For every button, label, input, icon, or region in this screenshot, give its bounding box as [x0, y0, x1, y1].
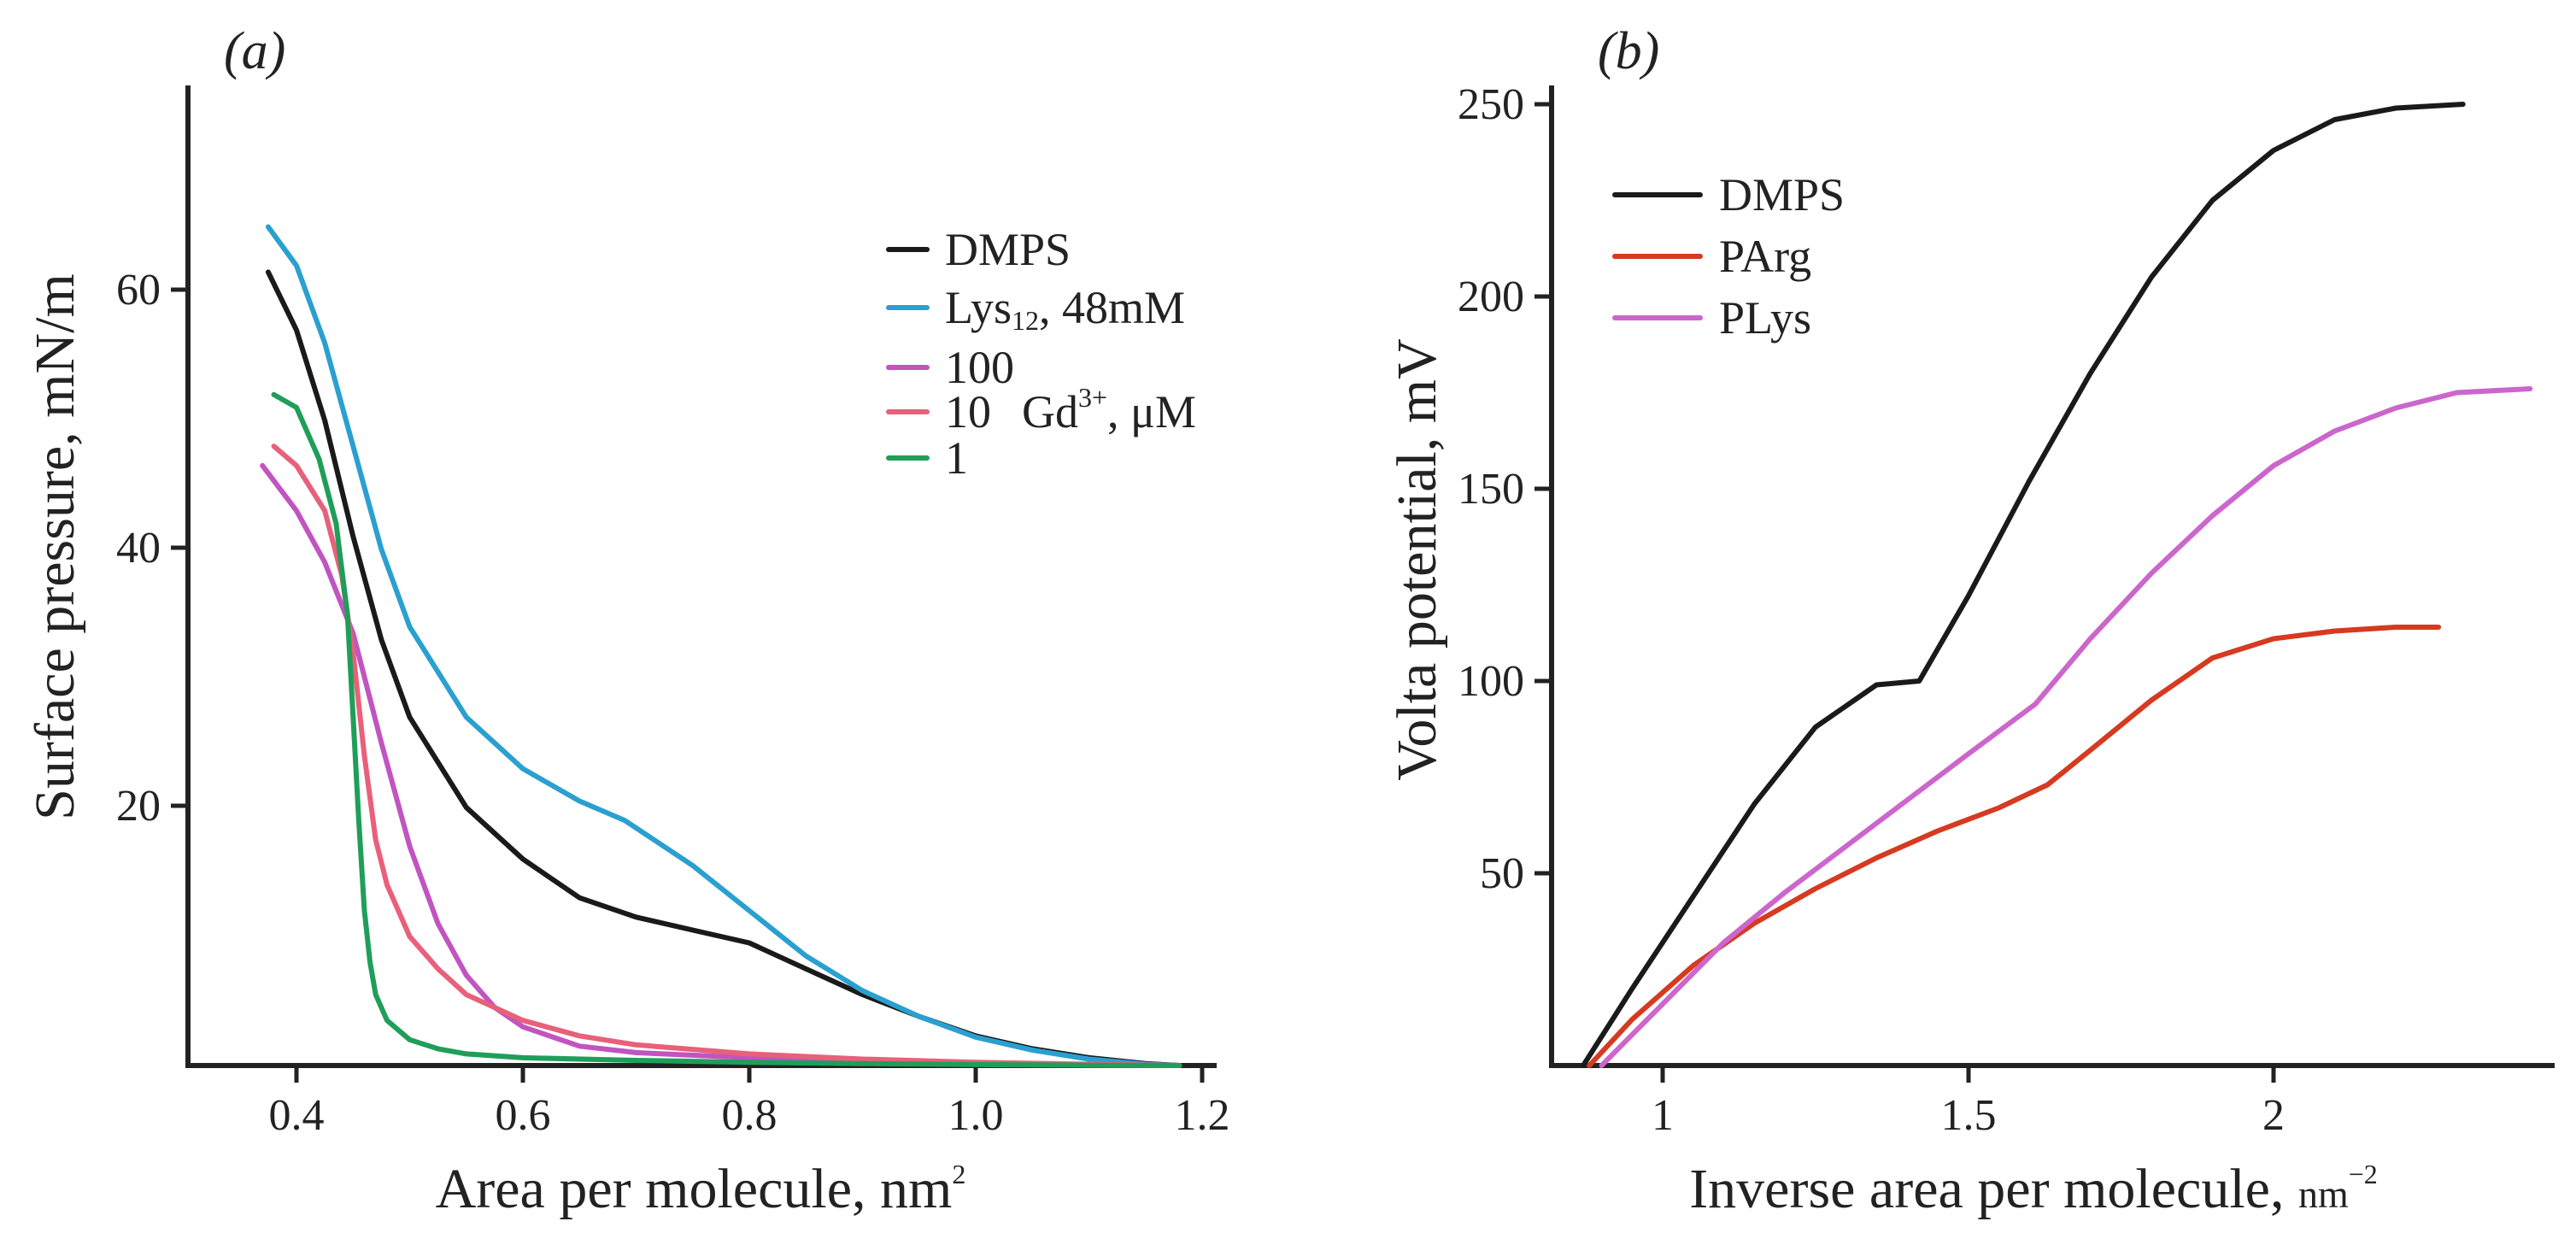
panel-b-curves — [1581, 102, 2533, 1068]
x-tick-label-1.0: 1.0 — [948, 1091, 1004, 1140]
y-tick-label-250: 250 — [1458, 80, 1524, 129]
x-tick-label-1.2: 1.2 — [1175, 1091, 1230, 1140]
curve-a-gd-100 — [260, 462, 1182, 1068]
legend-label-gd: Gd3+, μM — [1022, 382, 1196, 437]
y-tick-label-100: 100 — [1458, 657, 1524, 706]
panel-b-x-axis-label-text: Inverse area per molecule, — [1689, 1158, 2298, 1220]
panel-b-x-ticks: 1 1.5 2 — [1652, 1066, 2285, 1140]
curve-b-plys — [1599, 386, 2533, 1068]
legend-label-gd100: 100 — [945, 342, 1014, 393]
y-tick-label-60: 60 — [116, 266, 161, 314]
legend-label-dmps: DMPS — [945, 224, 1071, 275]
panel-b-x-axis-label-unit: nm — [2298, 1172, 2349, 1216]
y-tick-label-200: 200 — [1458, 273, 1524, 321]
legend-label-gd1: 1 — [945, 432, 968, 484]
panel-b-label: (b) — [1598, 22, 1659, 80]
y-tick-label-150: 150 — [1458, 465, 1524, 514]
panel-b-x-axis-label-sup: −2 — [2349, 1159, 2378, 1189]
panel-b-x-axis-label: Inverse area per molecule, nm−2 — [1689, 1158, 2378, 1220]
legend-gd-sup: 3+ — [1078, 382, 1107, 413]
x-tick-label-1.5: 1.5 — [1941, 1091, 1997, 1140]
panel-a-label: (a) — [224, 22, 285, 80]
panel-a-y-ticks: 20 40 60 — [116, 266, 188, 831]
curve-a-lys12-48mm — [265, 224, 1182, 1068]
panel-a-x-axis-label-text: Area per molecule, nm — [436, 1158, 953, 1220]
x-tick-label-0.4: 0.4 — [269, 1091, 325, 1140]
panel-a-y-axis-label: Surface pressure, mN/m — [24, 273, 86, 820]
panel-a-legend: DMPS Lys12, 48mM 100 10 Gd3+, μM 1 — [886, 224, 1196, 484]
y-tick-label-20: 20 — [116, 782, 161, 831]
panel-b-y-ticks: 50 100 150 200 250 — [1458, 80, 1552, 898]
x-tick-label-2: 2 — [2262, 1091, 2285, 1140]
legend-gd-prefix: Gd — [1022, 386, 1078, 437]
legend-label-dmps-b: DMPS — [1719, 169, 1845, 220]
x-tick-label-0.8: 0.8 — [722, 1091, 777, 1140]
legend-lys-sub: 12 — [1012, 305, 1039, 336]
panel-b-y-axis-label: Volta potential, mV — [1386, 338, 1448, 781]
legend-label-parg: PArg — [1719, 231, 1811, 282]
panel-a-x-axis-label: Area per molecule, nm2 — [436, 1158, 966, 1220]
legend-lys-tail: , 48mM — [1039, 282, 1185, 333]
panel-a-x-axis-label-sup: 2 — [952, 1159, 965, 1189]
curve-a-gd-10 — [271, 443, 1182, 1068]
x-tick-label-0.6: 0.6 — [496, 1091, 551, 1140]
panel-b-axes — [1549, 85, 2555, 1068]
panel-a-curves — [260, 224, 1182, 1068]
x-tick-label-1: 1 — [1652, 1091, 1674, 1140]
y-tick-label-50: 50 — [1480, 849, 1524, 898]
panel-b: (b) 50 100 150 200 250 1 1.5 2 Inverse a… — [1386, 22, 2555, 1220]
panel-a: (a) 20 40 60 0.4 0.6 0.8 1.0 1.2 Area pe… — [24, 22, 1230, 1220]
y-tick-label-40: 40 — [116, 524, 161, 572]
legend-label-lys12: Lys12, 48mM — [945, 282, 1185, 336]
panel-b-legend: DMPS PArg PLys — [1612, 169, 1845, 343]
curve-b-parg — [1587, 625, 2442, 1068]
legend-gd-unit: , μM — [1107, 386, 1196, 437]
curve-a-gd-1 — [271, 391, 1182, 1068]
legend-label-gd10: 10 — [945, 386, 991, 437]
legend-lys-main: Lys — [945, 282, 1012, 333]
curve-b-dmps — [1581, 102, 2466, 1068]
legend-label-plys: PLys — [1719, 292, 1811, 343]
panel-a-x-ticks: 0.4 0.6 0.8 1.0 1.2 — [269, 1066, 1230, 1140]
